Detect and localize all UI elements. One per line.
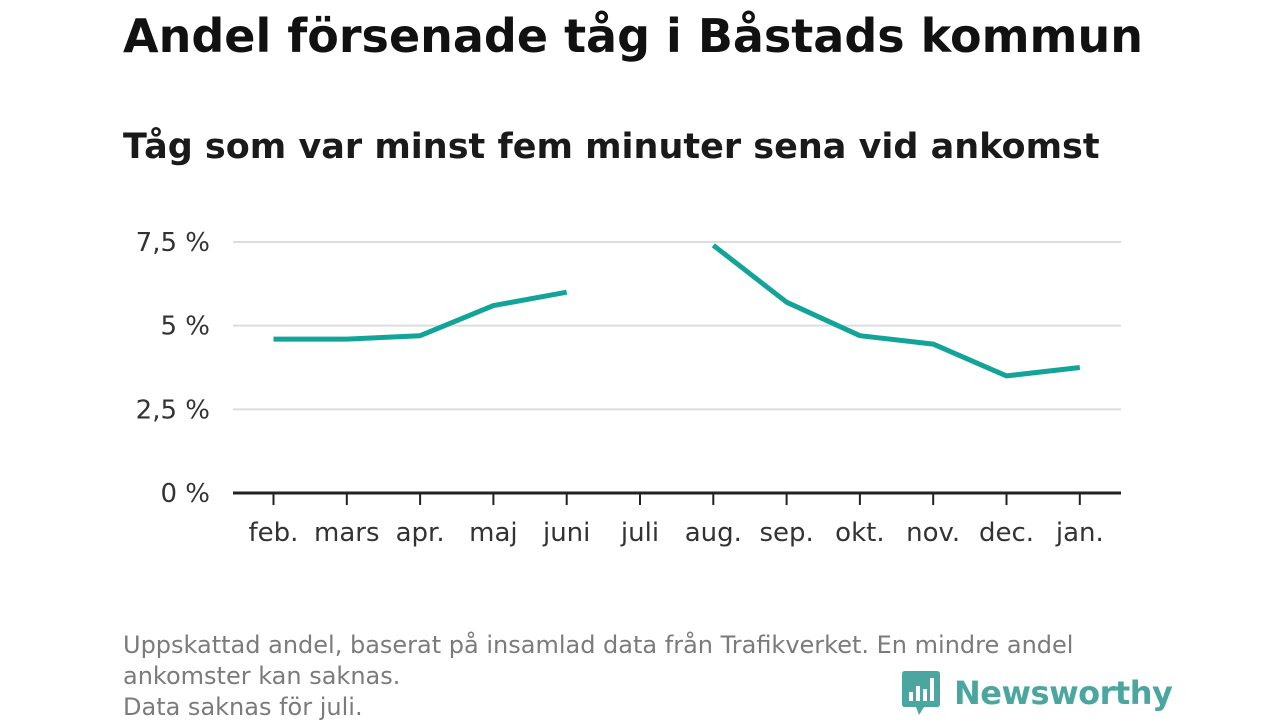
x-tick-label: maj <box>469 518 517 548</box>
x-tick-label: mars <box>314 518 380 548</box>
x-tick-label: feb. <box>249 518 299 548</box>
footnote-line: ankomster kan saknas. <box>123 662 401 690</box>
x-tick-label: jan. <box>1055 518 1104 548</box>
series-line-segment <box>273 289 568 342</box>
y-tick-label: 2,5 % <box>136 395 210 425</box>
series-line-segment <box>711 243 1081 379</box>
y-tick-label: 7,5 % <box>136 228 210 258</box>
bar-chart-speech-bubble-icon <box>902 671 940 715</box>
x-tick-label: sep. <box>759 518 813 548</box>
chart-title: Andel försenade tåg i Båstads kommun <box>123 9 1143 63</box>
y-tick-label: 5 % <box>160 312 210 342</box>
logo-wordmark: Newsworthy <box>954 674 1173 712</box>
x-tick-label: okt. <box>835 518 884 548</box>
footnote: Uppskattad andel, baserat på insamlad da… <box>123 630 1163 723</box>
x-tick-label: dec. <box>979 518 1034 548</box>
footnote-line: Data saknas för juli. <box>123 693 363 721</box>
chart-subtitle: Tåg som var minst fem minuter sena vid a… <box>123 127 1100 167</box>
x-tick-label: juli <box>620 518 659 548</box>
x-tick-label: juni <box>542 518 590 548</box>
y-tick-label: 0 % <box>160 479 210 509</box>
newsworthy-logo: Newsworthy <box>902 670 1173 716</box>
x-tick-label: nov. <box>906 518 960 548</box>
line-chart: 0 % 2,5 % 5 % 7,5 % feb. mars apr. maj juni juli a… <box>136 228 1121 548</box>
x-tick-label: apr. <box>396 518 445 548</box>
x-tick-label: aug. <box>685 518 742 548</box>
footnote-line: Uppskattad andel, baserat på insamlad da… <box>123 631 1074 659</box>
